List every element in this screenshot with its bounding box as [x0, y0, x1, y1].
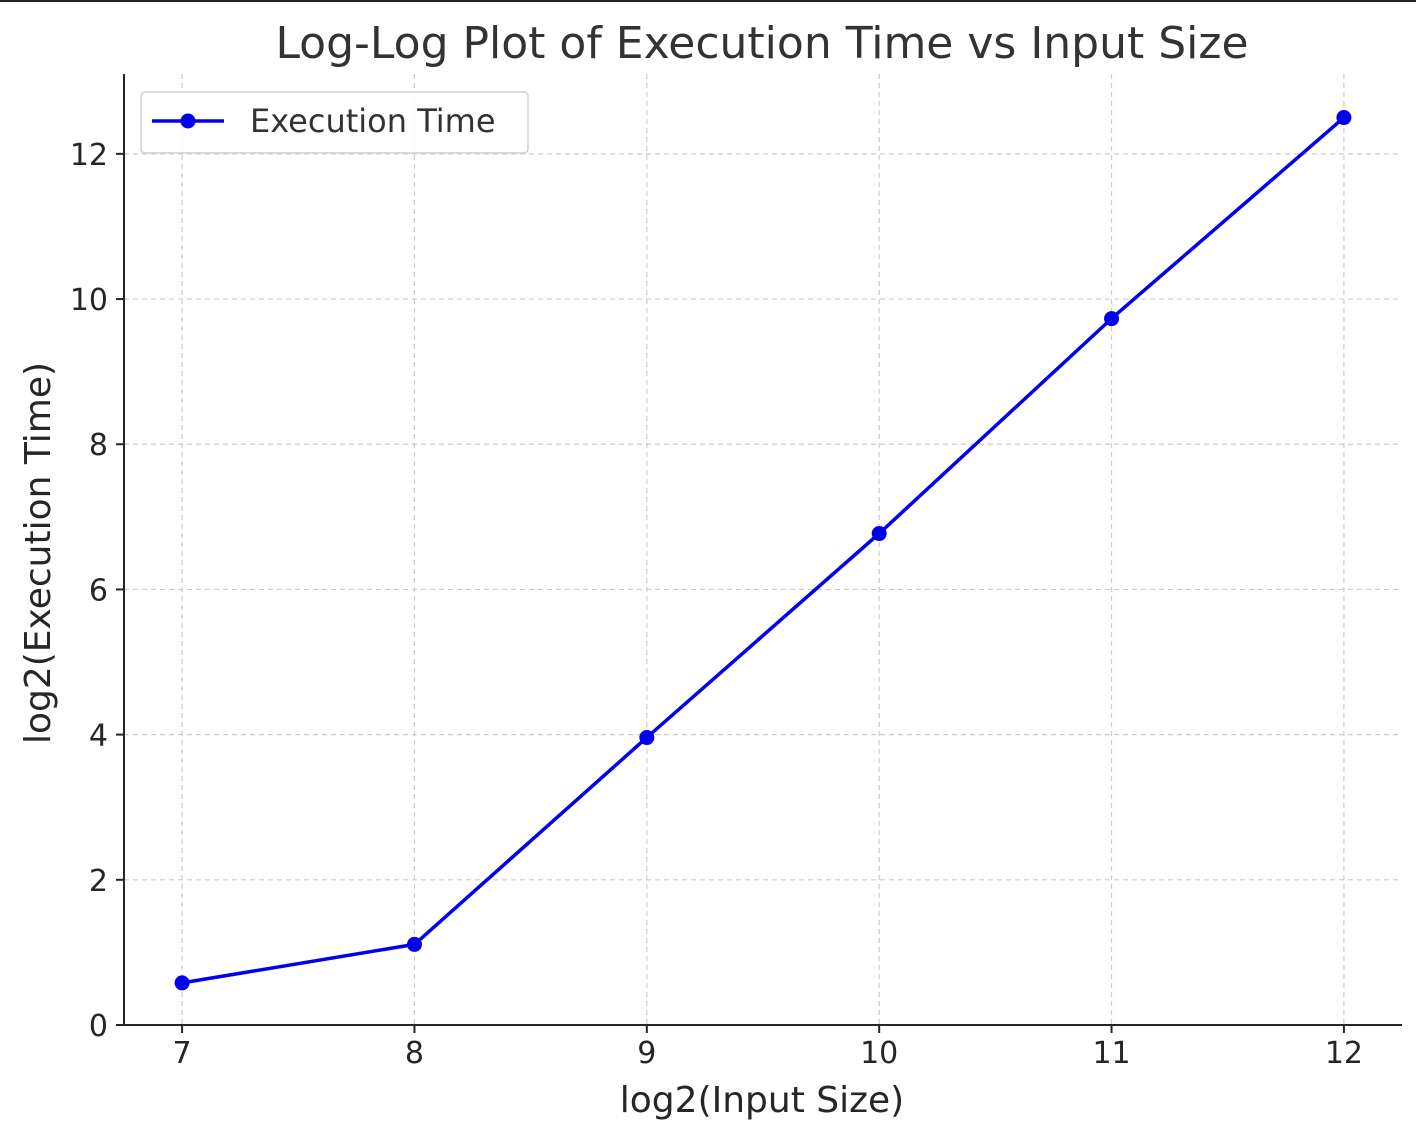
x-tick-label: 7	[173, 1036, 192, 1071]
x-tick-label: 10	[860, 1036, 898, 1071]
data-point	[639, 730, 655, 746]
chart-title: Log-Log Plot of Execution Time vs Input …	[275, 18, 1248, 69]
tick-layer: 7 8 9 10 11 12 0 2 4 6 8 10 12	[70, 138, 1363, 1071]
legend-box	[140, 91, 529, 154]
series-line	[180, 115, 1346, 985]
y-tick-label: 4	[89, 719, 108, 754]
y-tick-label: 6	[89, 573, 108, 608]
legend-label: Execution Time	[250, 102, 496, 140]
y-tick-label: 2	[89, 864, 108, 899]
y-tick-label: 12	[70, 138, 108, 173]
x-tick-label: 8	[405, 1036, 424, 1071]
legend-marker-swatch	[180, 113, 196, 129]
y-axis-label: log2(Execution Time)	[18, 362, 59, 744]
y-tick-label: 8	[89, 428, 108, 463]
x-tick-label: 12	[1325, 1036, 1363, 1071]
data-point	[174, 975, 190, 991]
x-axis-label: log2(Input Size)	[620, 1080, 904, 1121]
x-tick-label: 9	[637, 1036, 656, 1071]
y-tick-label: 0	[89, 1009, 108, 1044]
grid-layer	[124, 74, 1402, 1025]
data-point	[871, 526, 887, 542]
y-tick-label: 10	[70, 283, 108, 318]
data-point	[1104, 311, 1120, 327]
data-point	[1336, 110, 1352, 126]
axis-layer	[123, 74, 1402, 1026]
data-point	[406, 936, 422, 952]
series-layer	[174, 110, 1352, 991]
legend: Execution Time	[140, 91, 529, 154]
x-tick-label: 11	[1092, 1036, 1130, 1071]
